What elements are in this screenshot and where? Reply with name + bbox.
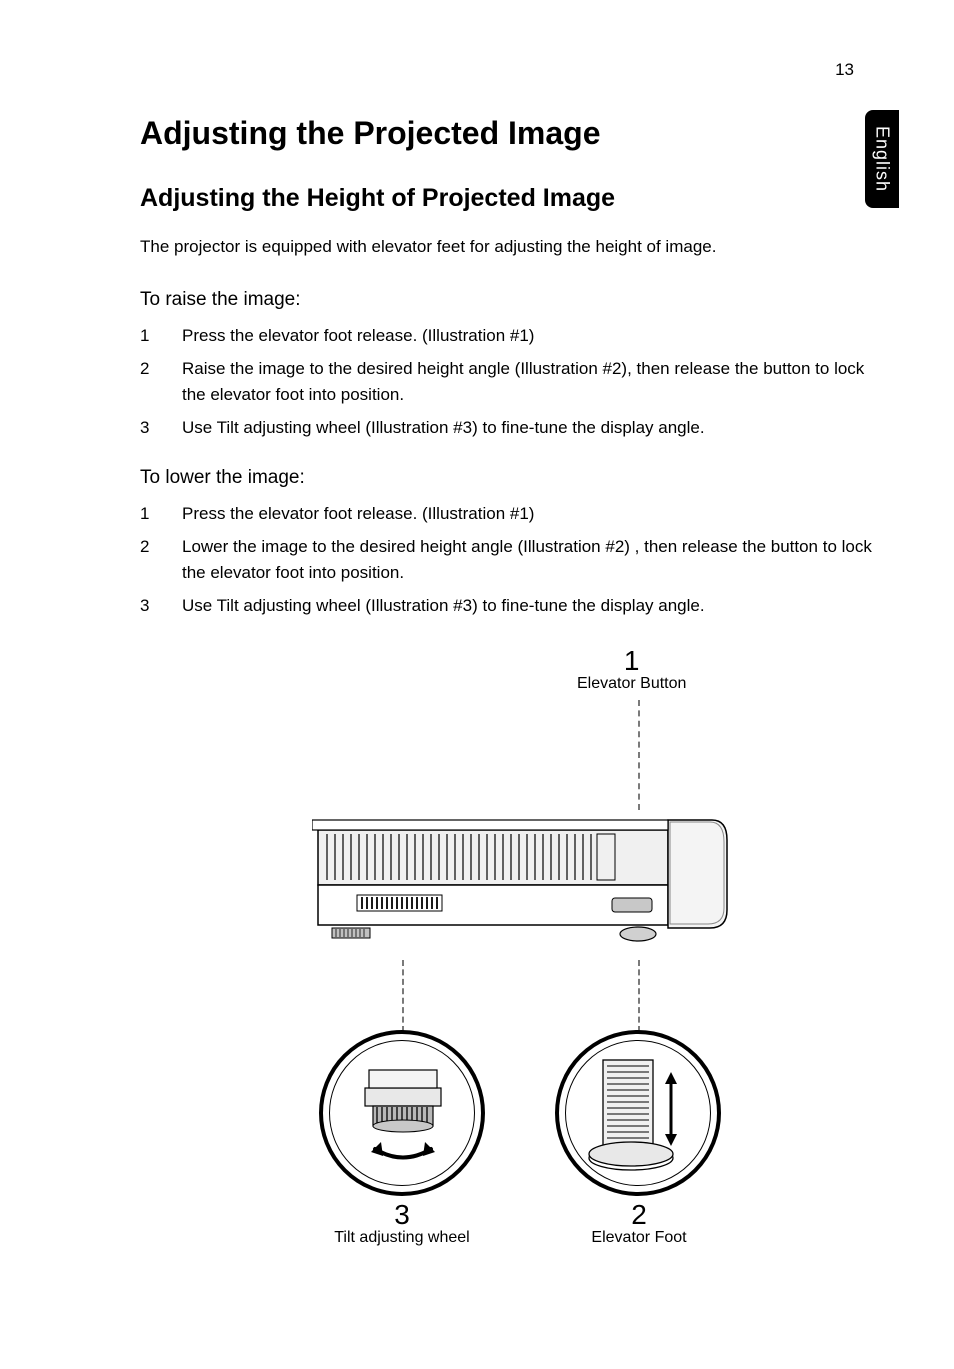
callout-elevator-foot: 2 Elevator Foot: [569, 1199, 709, 1247]
callout-number: 3: [327, 1199, 477, 1231]
step-number: 2: [140, 534, 182, 585]
diagram: 1 Elevator Button: [217, 645, 797, 1245]
callout-label: Elevator Button: [577, 675, 686, 693]
step-text: Press the elevator foot release. (Illust…: [182, 501, 874, 527]
intro-text: The projector is equipped with elevator …: [140, 235, 874, 259]
step-number: 2: [140, 356, 182, 407]
list-item: 3Use Tilt adjusting wheel (Illustration …: [140, 593, 874, 619]
steps-list-raise: 1Press the elevator foot release. (Illus…: [140, 323, 874, 441]
list-item: 2Raise the image to the desired height a…: [140, 356, 874, 407]
page-number: 13: [835, 60, 854, 80]
callout-tilt-wheel: 3 Tilt adjusting wheel: [327, 1199, 477, 1247]
dashed-leader-right: [638, 960, 640, 1032]
page-title: Adjusting the Projected Image: [140, 115, 874, 152]
step-number: 3: [140, 415, 182, 441]
step-number: 1: [140, 323, 182, 349]
callout-number: 2: [569, 1199, 709, 1231]
detail-elevator-foot: [555, 1030, 721, 1196]
step-text: Press the elevator foot release. (Illust…: [182, 323, 874, 349]
step-number: 1: [140, 501, 182, 527]
step-text: Lower the image to the desired height an…: [182, 534, 874, 585]
callout-label: Elevator Foot: [569, 1229, 709, 1247]
steps-list-lower: 1Press the elevator foot release. (Illus…: [140, 501, 874, 619]
list-item: 2Lower the image to the desired height a…: [140, 534, 874, 585]
callout-number: 1: [577, 645, 686, 677]
list-item: 1Press the elevator foot release. (Illus…: [140, 501, 874, 527]
step-number: 3: [140, 593, 182, 619]
subsection-heading: To lower the image:: [140, 467, 874, 489]
detail-tilt-wheel: [319, 1030, 485, 1196]
section-title: Adjusting the Height of Projected Image: [140, 184, 874, 213]
callout-label: Tilt adjusting wheel: [327, 1229, 477, 1247]
subsection-heading: To raise the image:: [140, 289, 874, 311]
list-item: 3Use Tilt adjusting wheel (Illustration …: [140, 415, 874, 441]
list-item: 1Press the elevator foot release. (Illus…: [140, 323, 874, 349]
language-tab: English: [865, 110, 899, 208]
step-text: Use Tilt adjusting wheel (Illustration #…: [182, 593, 874, 619]
step-text: Raise the image to the desired height an…: [182, 356, 874, 407]
dashed-leader-left: [402, 960, 404, 1032]
projector-illustration: [312, 780, 732, 960]
callout-elevator-button: 1 Elevator Button: [577, 645, 686, 693]
step-text: Use Tilt adjusting wheel (Illustration #…: [182, 415, 874, 441]
